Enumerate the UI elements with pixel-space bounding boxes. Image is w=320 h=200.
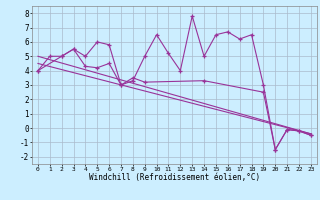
X-axis label: Windchill (Refroidissement éolien,°C): Windchill (Refroidissement éolien,°C) [89, 173, 260, 182]
